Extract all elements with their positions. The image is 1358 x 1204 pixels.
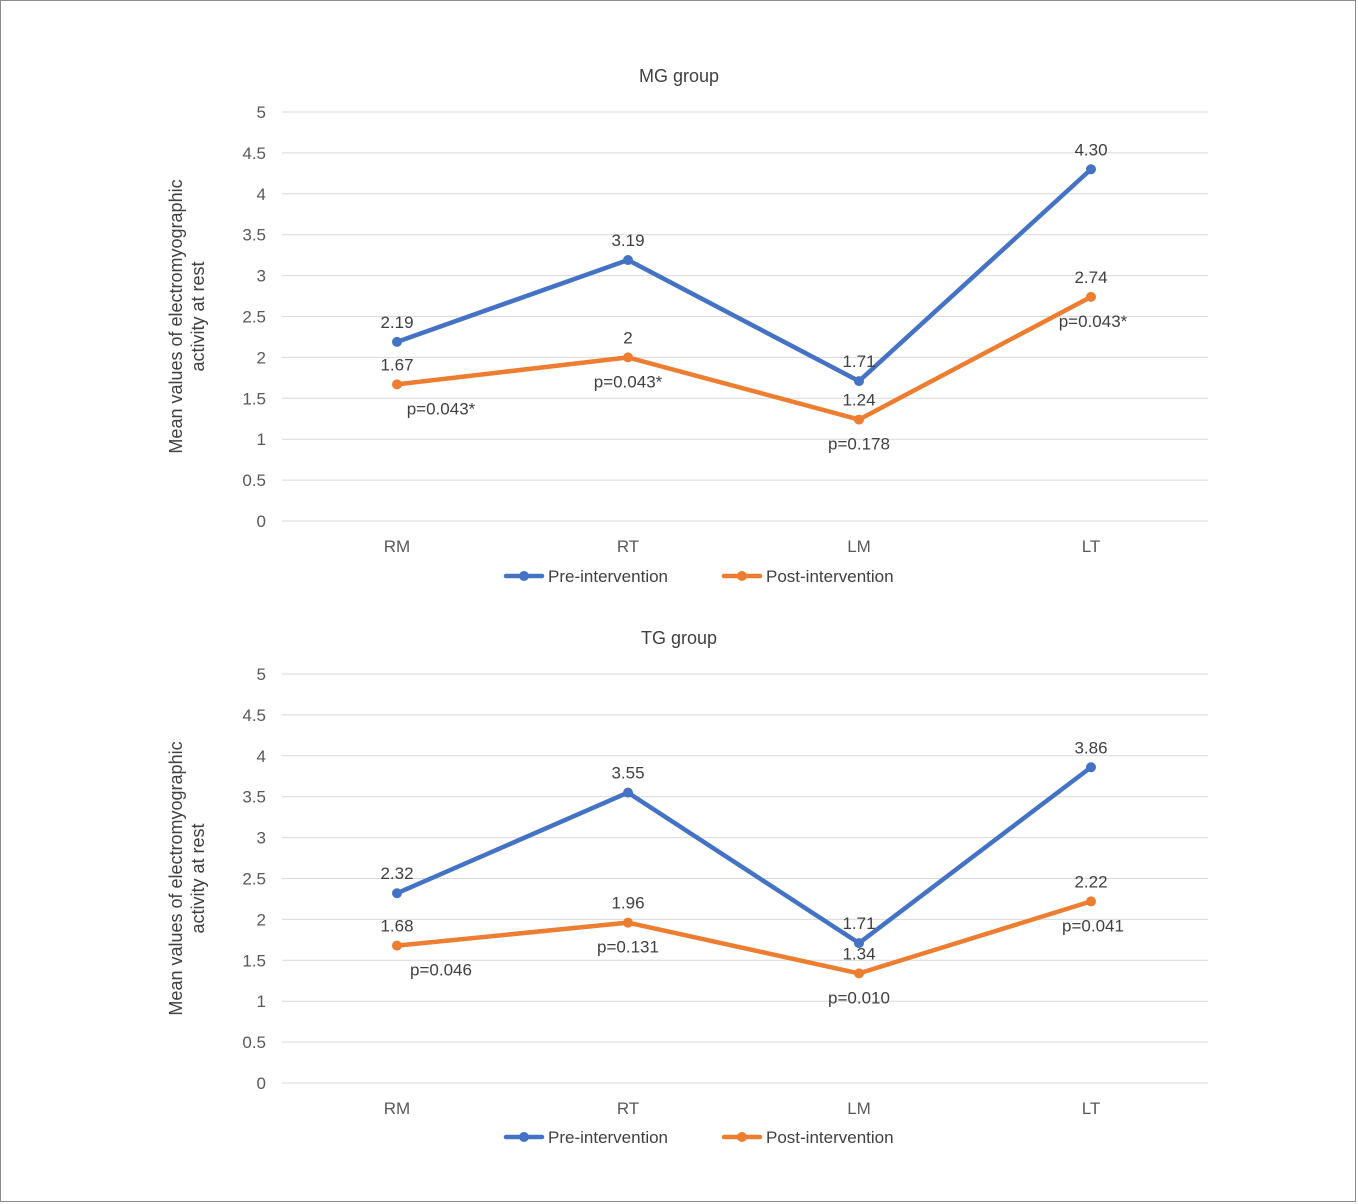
series-line-post: [394, 899, 1094, 976]
chart-1: MG group 0 0.5 1 1.5 2 2.5 3 3.5 4 4.5 5 Mean values…: [166, 66, 1208, 586]
x-tick-label: LT: [1082, 1099, 1101, 1118]
y-tick-label: 4: [257, 185, 266, 204]
y-axis-label: Mean values of electromyographic activity…: [166, 741, 208, 1015]
y-tick-label: 4.5: [242, 144, 266, 163]
p-value-annotation: p=0.041: [1062, 916, 1124, 935]
y-tick-label: 0.5: [242, 471, 266, 490]
y-tick-label: 1.5: [242, 951, 266, 970]
y-tick-label: 0: [257, 512, 266, 531]
data-point-pre: [1086, 762, 1096, 773]
y-tick-label: 0: [257, 1074, 266, 1093]
y-tick-label: 3.5: [242, 788, 266, 807]
y-tick-label: 2: [257, 348, 266, 367]
y-axis-label-line2: activity at rest: [188, 261, 208, 371]
p-value-annotation: p=0.043*: [1059, 312, 1128, 331]
y-tick-label: 3: [257, 829, 266, 848]
y-axis-label: Mean values of electromyographic activity…: [166, 179, 208, 453]
y-tick-label: 0.5: [242, 1033, 266, 1052]
data-label-post: 1.34: [842, 944, 875, 963]
data-label-pre: 1.71: [842, 914, 875, 933]
data-label-pre: 2.19: [380, 313, 413, 332]
y-axis-label-line1: Mean values of electromyographic: [166, 179, 186, 453]
y-tick-label: 2: [257, 910, 266, 929]
legend-marker-pre: [519, 571, 529, 581]
legend-marker-pre: [519, 1132, 529, 1142]
p-value-annotation: p=0.043*: [407, 399, 476, 418]
y-tick-label: 1: [257, 992, 266, 1011]
data-label-post: 2: [623, 328, 632, 347]
p-value-annotation: p=0.178: [828, 435, 890, 454]
p-value-annotation: p=0.046: [410, 961, 472, 980]
data-label-pre: 3.19: [611, 231, 644, 250]
y-tick-label: 4.5: [242, 706, 266, 725]
legend-label-post: Post-intervention: [766, 567, 894, 586]
data-point-post: [623, 352, 633, 363]
p-value-annotation: p=0.010: [828, 988, 890, 1007]
chart-title: TG group: [641, 628, 717, 648]
legend-label-pre: Pre-intervention: [548, 567, 668, 586]
x-tick-label: LT: [1082, 537, 1101, 556]
y-axis-label-line1: Mean values of electromyographic: [166, 741, 186, 1015]
series-line-post: [394, 294, 1094, 422]
y-tick-label: 4: [257, 747, 266, 766]
data-point-post: [1086, 291, 1096, 302]
data-point-post: [854, 968, 864, 979]
data-label-post: 2.22: [1074, 872, 1107, 891]
y-tick-label: 1.5: [242, 389, 266, 408]
data-point-pre: [623, 787, 633, 798]
data-point-post: [623, 917, 633, 928]
x-tick-label: RT: [617, 1099, 639, 1118]
legend-label-pre: Pre-intervention: [548, 1128, 668, 1147]
data-label-pre: 3.55: [611, 764, 644, 783]
data-label-pre: 4.30: [1074, 140, 1107, 159]
data-point-pre: [392, 336, 402, 347]
data-label-pre: 2.32: [380, 864, 413, 883]
y-tick-label: 3.5: [242, 226, 266, 245]
y-tick-label: 5: [257, 103, 266, 122]
chart-2: TG group 0 0.5 1 1.5 2 2.5 3 3.5 4 4.5 5 Mean values…: [166, 628, 1208, 1147]
y-tick-label: 5: [257, 665, 266, 684]
data-point-pre: [854, 938, 864, 949]
legend: Pre-intervention Post-intervention: [503, 1128, 894, 1147]
series-line-pre: [394, 167, 1094, 384]
data-point-pre: [854, 376, 864, 387]
data-point-pre: [1086, 164, 1096, 175]
x-tick-label: RT: [617, 537, 639, 556]
legend-label-post: Post-intervention: [766, 1128, 894, 1147]
data-point-pre: [623, 255, 633, 266]
data-point-pre: [392, 888, 402, 899]
data-label-post: 1.24: [842, 391, 875, 410]
data-label-post: 1.68: [380, 917, 413, 936]
y-axis-label-line2: activity at rest: [188, 823, 208, 933]
x-tick-label: RM: [384, 537, 410, 556]
data-point-post: [392, 379, 402, 390]
data-label-post: 2.74: [1074, 268, 1107, 287]
y-tick-label: 1: [257, 430, 266, 449]
y-tick-label: 3: [257, 267, 266, 286]
x-tick-label: LM: [847, 537, 871, 556]
data-point-post: [392, 940, 402, 951]
data-point-post: [1086, 896, 1096, 907]
legend: Pre-intervention Post-intervention: [503, 567, 894, 586]
p-value-annotation: p=0.043*: [594, 372, 663, 391]
data-label-post: 1.67: [380, 355, 413, 374]
y-tick-label: 2.5: [242, 870, 266, 889]
x-tick-label: LM: [847, 1099, 871, 1118]
series-line-pre: [394, 765, 1094, 946]
chart-title: MG group: [639, 66, 719, 86]
data-label-pre: 3.86: [1074, 738, 1107, 757]
data-point-post: [854, 414, 864, 425]
p-value-annotation: p=0.131: [597, 938, 659, 957]
data-label-pre: 1.71: [842, 352, 875, 371]
data-label-post: 1.96: [611, 894, 644, 913]
legend-marker-post: [737, 1132, 747, 1142]
x-tick-label: RM: [384, 1099, 410, 1118]
y-tick-label: 2.5: [242, 308, 266, 327]
legend-marker-post: [737, 571, 747, 581]
